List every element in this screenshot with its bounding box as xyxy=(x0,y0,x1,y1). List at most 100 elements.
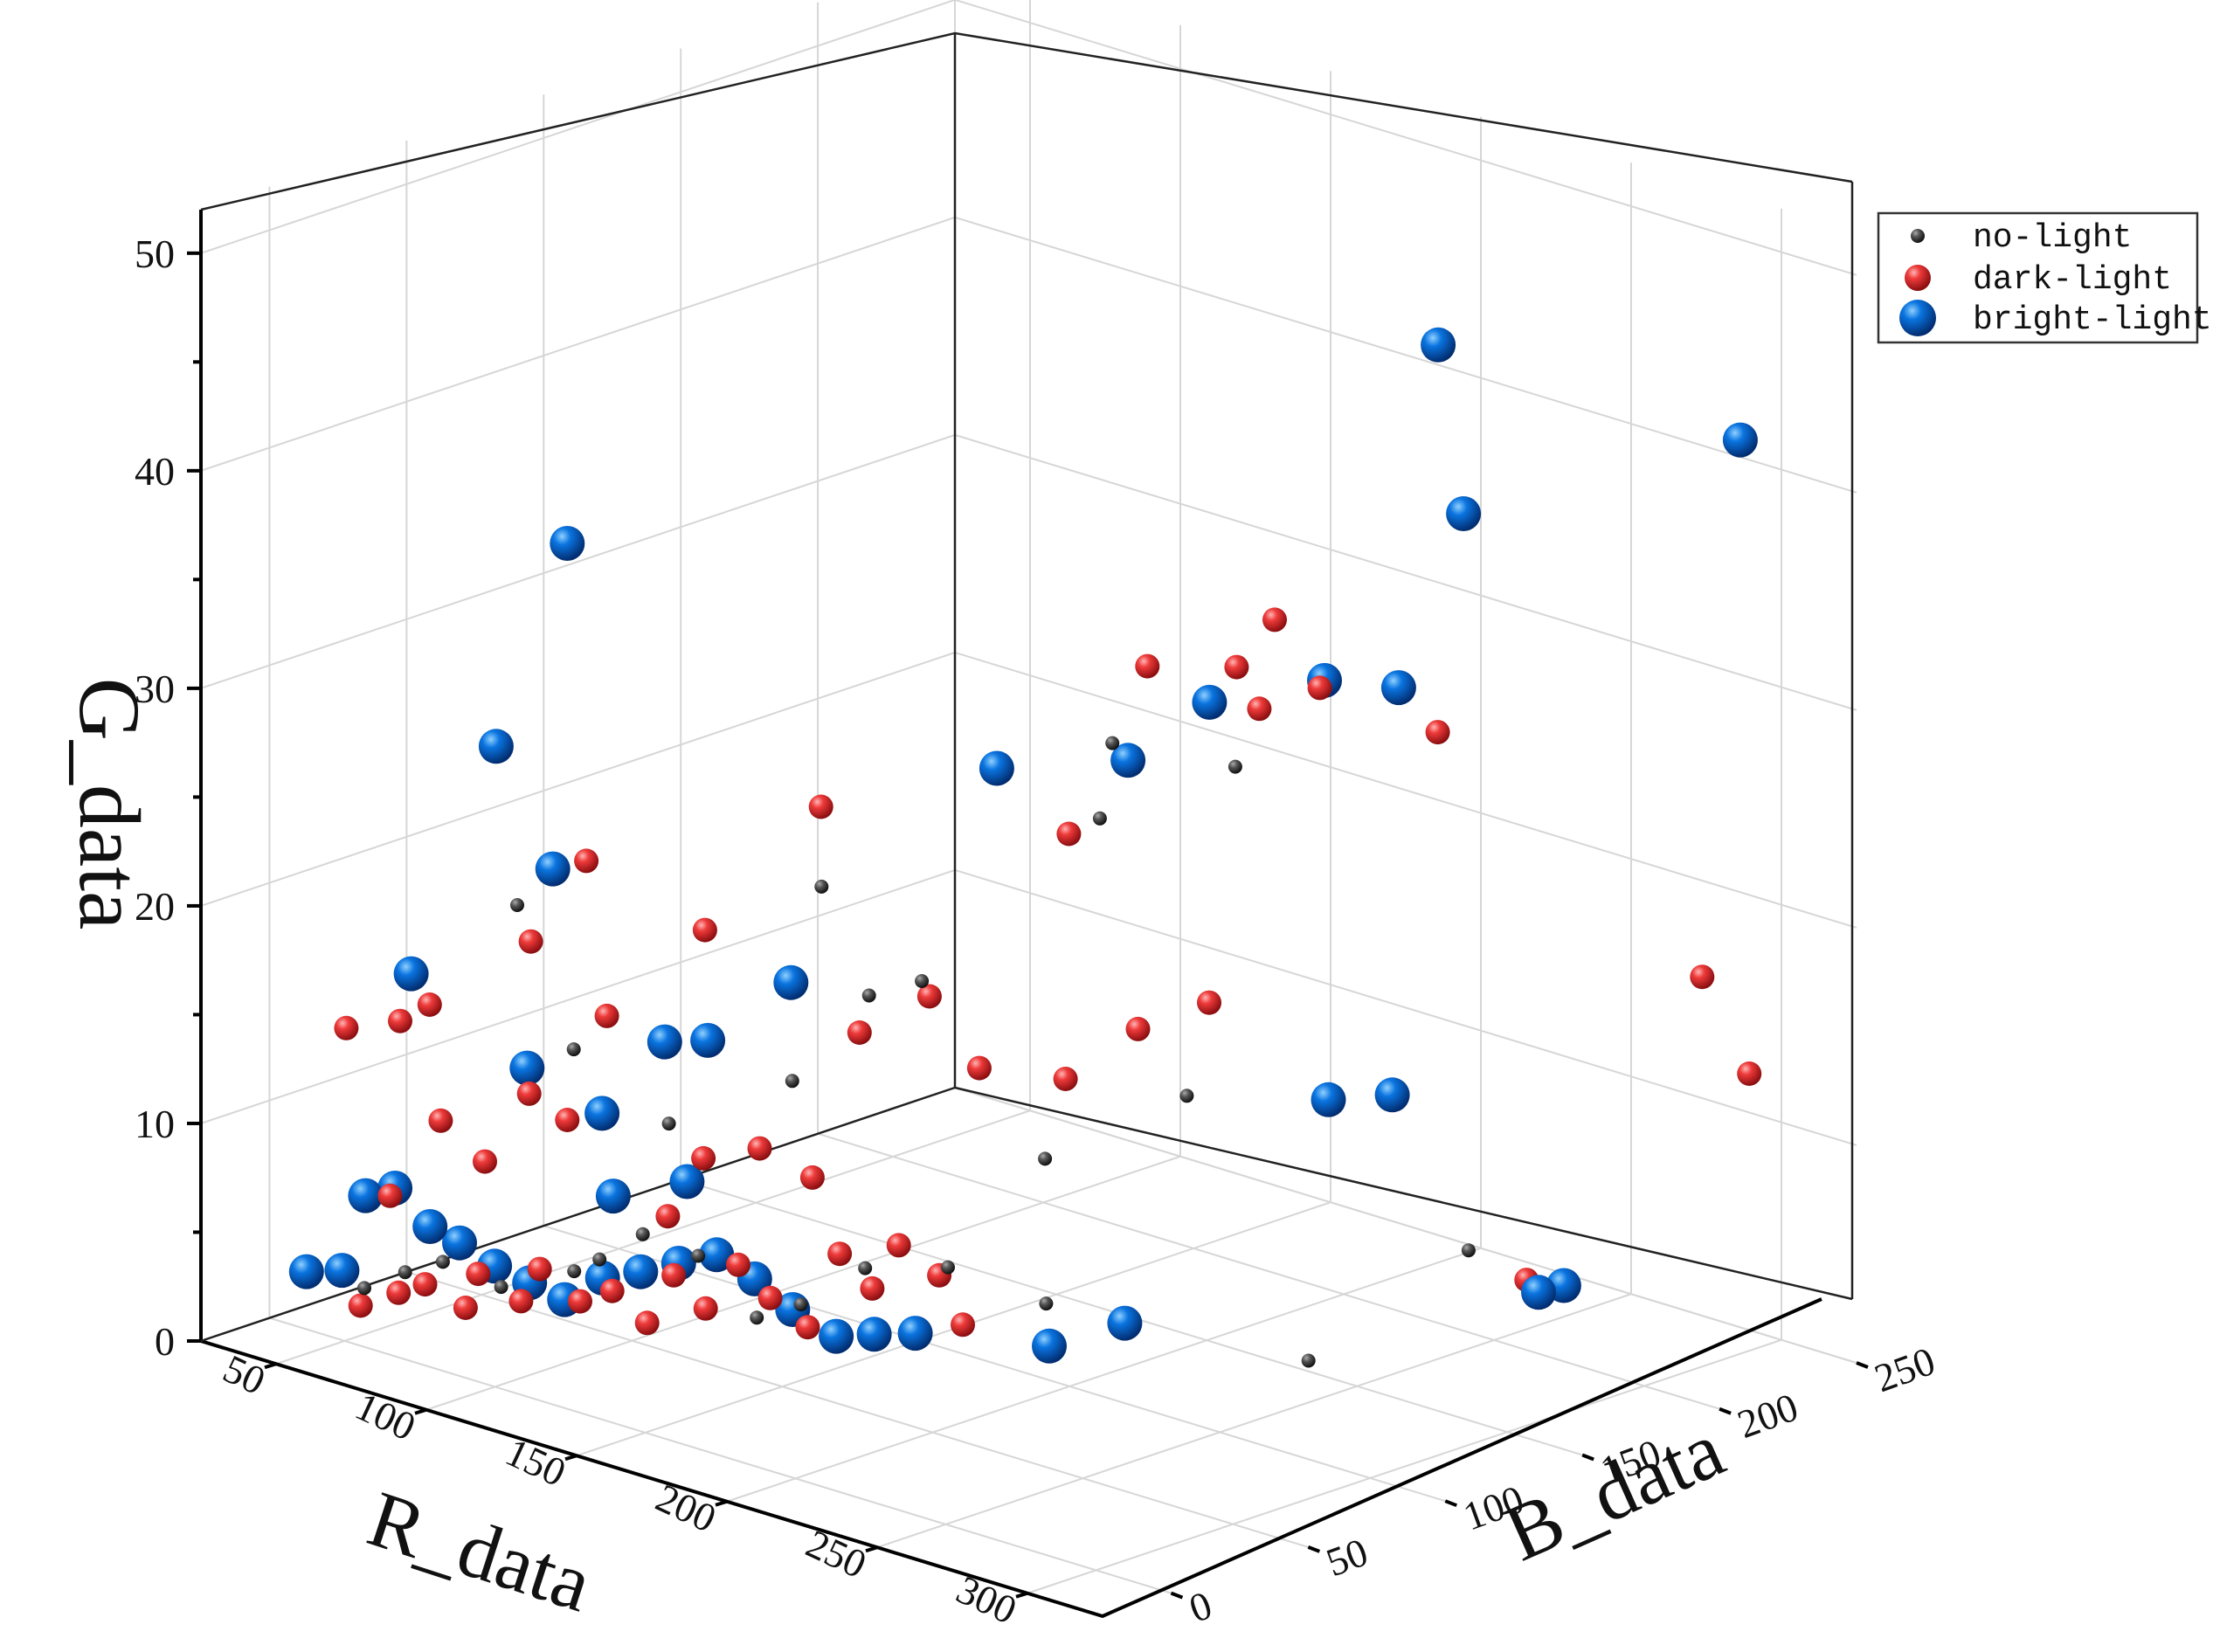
point-dark-light xyxy=(661,1262,687,1288)
grid-line-left-y xyxy=(200,216,956,472)
point-no-light xyxy=(510,898,524,912)
point-dark-light xyxy=(388,1008,412,1033)
point-dark-light xyxy=(1224,654,1249,680)
grid-line-back-y xyxy=(954,1087,1857,1364)
legend-marker-dark-light xyxy=(1905,265,1931,291)
y-axis-title: G_data xyxy=(61,678,158,930)
legend: no-light dark-light bright-light xyxy=(1877,211,2212,344)
point-bright-light xyxy=(1374,1077,1410,1113)
point-bright-light xyxy=(595,1179,631,1214)
x-major-tick xyxy=(564,1454,577,1462)
x-tick-label: 300 xyxy=(950,1566,1023,1632)
x-major-tick xyxy=(1015,1591,1028,1599)
point-dark-light xyxy=(827,1241,853,1267)
point-dark-light xyxy=(1125,1016,1151,1041)
x-major-tick xyxy=(715,1499,728,1507)
point-dark-light xyxy=(860,1275,885,1301)
legend-label-bright-light: bright-light xyxy=(1973,301,2212,339)
z-tick-label: 200 xyxy=(1732,1385,1803,1448)
point-bright-light xyxy=(1380,670,1416,706)
y-tick-label: 30 xyxy=(135,667,175,711)
x-tick-label: 50 xyxy=(217,1346,272,1404)
point-bright-light xyxy=(584,1096,620,1131)
grid-line-floor-x xyxy=(726,1247,1482,1503)
point-no-light xyxy=(1461,1243,1476,1258)
grid-line-floor-z xyxy=(269,1317,1172,1594)
x-major-tick xyxy=(264,1362,277,1370)
point-dark-light xyxy=(453,1296,478,1320)
legend-label-dark-light: dark-light xyxy=(1973,261,2172,299)
point-bright-light xyxy=(535,851,571,887)
point-dark-light xyxy=(966,1055,992,1081)
point-no-light xyxy=(1105,736,1120,750)
point-bright-light xyxy=(897,1316,933,1351)
point-no-light xyxy=(1228,759,1242,774)
point-no-light xyxy=(398,1265,412,1280)
point-bright-light xyxy=(856,1317,892,1352)
point-dark-light xyxy=(555,1108,580,1132)
point-dark-light xyxy=(386,1280,411,1305)
point-bright-light xyxy=(442,1225,477,1261)
grid-line-left-y xyxy=(200,433,956,689)
legend-marker-bright-light xyxy=(1899,300,1936,336)
grid-line-floor-z xyxy=(817,1132,1720,1410)
point-dark-light xyxy=(594,1003,619,1028)
grid-line-floor-z xyxy=(406,1270,1309,1548)
grid-line-back-y xyxy=(954,433,1857,711)
point-no-light xyxy=(793,1297,808,1312)
point-dark-light xyxy=(527,1256,552,1282)
point-dark-light xyxy=(691,1145,716,1171)
point-dark-light xyxy=(916,984,942,1009)
z-major-tick xyxy=(1719,1407,1732,1415)
point-dark-light xyxy=(634,1310,660,1336)
point-dark-light xyxy=(1056,821,1082,847)
point-bright-light xyxy=(550,526,585,561)
point-bright-light xyxy=(393,956,429,992)
point-bright-light xyxy=(623,1254,659,1289)
point-no-light xyxy=(592,1252,607,1267)
axes xyxy=(199,210,1853,1619)
point-dark-light xyxy=(951,1312,975,1337)
point-dark-light xyxy=(655,1204,681,1229)
point-dark-light xyxy=(1247,696,1272,722)
z-tick-label: 50 xyxy=(1320,1530,1373,1586)
grid-line-back-y xyxy=(954,0,1857,276)
point-dark-light xyxy=(1425,720,1450,745)
y-tick-label: 0 xyxy=(155,1319,175,1364)
point-no-light xyxy=(1179,1089,1194,1103)
grid-line-left-y xyxy=(200,869,956,1124)
point-bright-light xyxy=(1446,496,1482,531)
point-no-light xyxy=(1092,811,1107,826)
point-bright-light xyxy=(1722,422,1758,458)
point-no-light xyxy=(635,1227,650,1241)
grid-line-left-y xyxy=(200,0,956,254)
point-bright-light xyxy=(979,750,1014,786)
point-dark-light xyxy=(1197,990,1221,1015)
z-major-tick xyxy=(1444,1499,1457,1508)
point-dark-light xyxy=(568,1289,592,1314)
point-dark-light xyxy=(726,1252,750,1277)
point-bright-light xyxy=(1311,1082,1346,1117)
y-tick-label: 50 xyxy=(135,232,175,276)
point-dark-light xyxy=(508,1289,534,1314)
grid-line-floor-x xyxy=(1027,1338,1782,1594)
point-dark-light xyxy=(747,1136,772,1161)
point-dark-light xyxy=(599,1278,625,1303)
point-bright-light xyxy=(324,1253,360,1289)
point-bright-light xyxy=(1032,1328,1067,1364)
point-dark-light xyxy=(348,1293,373,1318)
point-bright-light xyxy=(1421,327,1456,363)
grid-line-floor-x xyxy=(275,1109,1031,1365)
point-dark-light xyxy=(473,1149,497,1174)
grid-line-back-y xyxy=(954,651,1857,929)
point-no-light xyxy=(661,1116,676,1131)
point-no-light xyxy=(357,1281,371,1296)
z-tick-label: 250 xyxy=(1869,1338,1940,1401)
grid-line-floor-x xyxy=(425,1155,1181,1411)
point-bright-light xyxy=(1521,1275,1556,1310)
point-bright-light xyxy=(690,1022,726,1058)
point-dark-light xyxy=(1135,653,1160,679)
point-dark-light xyxy=(417,992,442,1017)
x-tick-label: 100 xyxy=(349,1383,422,1448)
point-no-light xyxy=(814,879,829,894)
